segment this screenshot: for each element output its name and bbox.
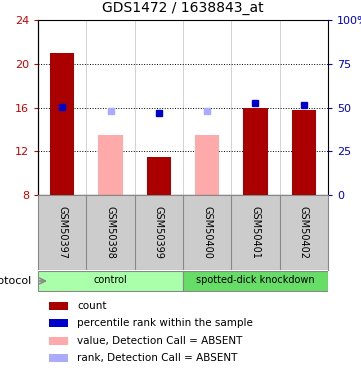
Text: rank, Detection Call = ABSENT: rank, Detection Call = ABSENT bbox=[77, 353, 238, 363]
Bar bbox=[50, 53, 74, 195]
Text: GSM50397: GSM50397 bbox=[57, 206, 67, 259]
Bar bbox=[49, 319, 68, 327]
Text: percentile rank within the sample: percentile rank within the sample bbox=[77, 318, 253, 328]
Text: spotted-dick knockdown: spotted-dick knockdown bbox=[196, 275, 315, 285]
Text: protocol: protocol bbox=[0, 276, 31, 286]
Text: GSM50402: GSM50402 bbox=[299, 206, 309, 259]
Text: control: control bbox=[93, 275, 127, 285]
Bar bbox=[49, 302, 68, 310]
Text: GSM50400: GSM50400 bbox=[202, 206, 212, 259]
Text: value, Detection Call = ABSENT: value, Detection Call = ABSENT bbox=[77, 336, 243, 346]
Title: GDS1472 / 1638843_at: GDS1472 / 1638843_at bbox=[102, 1, 264, 15]
Bar bbox=[183, 271, 328, 291]
Bar bbox=[292, 110, 316, 195]
Bar bbox=[49, 336, 68, 345]
Text: GSM50399: GSM50399 bbox=[154, 206, 164, 259]
Bar bbox=[147, 157, 171, 195]
Text: GSM50398: GSM50398 bbox=[105, 206, 116, 259]
Text: count: count bbox=[77, 301, 106, 311]
Bar bbox=[243, 108, 268, 195]
Bar bbox=[99, 135, 123, 195]
Bar bbox=[38, 271, 183, 291]
Bar bbox=[195, 135, 219, 195]
Text: GSM50401: GSM50401 bbox=[251, 206, 261, 259]
Bar bbox=[49, 354, 68, 363]
